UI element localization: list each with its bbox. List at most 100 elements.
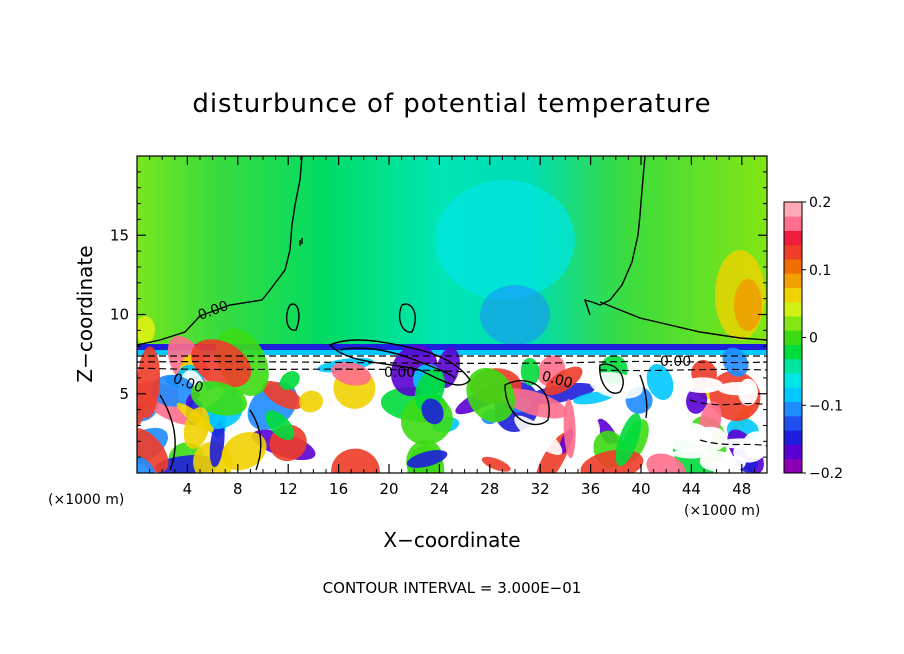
turbulence-blob bbox=[331, 361, 371, 386]
turbulence-blob bbox=[191, 339, 252, 388]
colorbar-swatch bbox=[784, 344, 802, 360]
colorbar-swatch bbox=[784, 330, 802, 346]
quiet-region bbox=[681, 377, 724, 394]
colorbar-tick-label: 0 bbox=[809, 331, 818, 347]
colorbar-swatch bbox=[784, 415, 802, 431]
colorbar-swatch bbox=[784, 287, 802, 303]
contour-line bbox=[398, 303, 416, 333]
colorbar-swatch bbox=[784, 273, 802, 288]
turbulence-blob bbox=[190, 381, 248, 416]
turbulence-blob bbox=[501, 388, 568, 419]
turbulence-blob bbox=[137, 455, 156, 473]
contour-line bbox=[639, 374, 648, 419]
x-tick-label: 20 bbox=[379, 480, 398, 498]
colorbar-swatch bbox=[784, 216, 802, 231]
quiet-region bbox=[672, 448, 711, 459]
colorbar-tick-label: 0.1 bbox=[809, 263, 831, 279]
tropopause-band-blue bbox=[137, 344, 767, 350]
x-tick-label: 4 bbox=[183, 480, 193, 498]
colorbar-swatch bbox=[784, 316, 802, 331]
plot-area bbox=[137, 156, 767, 473]
y-tick-label: 15 bbox=[110, 226, 129, 244]
contour-line bbox=[599, 301, 767, 341]
colorbar-swatch bbox=[784, 458, 802, 474]
turbulence-blob bbox=[615, 413, 642, 467]
y-tick-label: 5 bbox=[119, 385, 129, 403]
turbulence-blob bbox=[646, 364, 674, 400]
x-tick-label: 48 bbox=[732, 480, 751, 498]
yellow-anomaly-left bbox=[137, 316, 155, 344]
colorbar-swatch bbox=[784, 373, 802, 388]
turbulence-blob bbox=[209, 420, 225, 468]
turbulence-blob bbox=[414, 368, 445, 412]
contour-line bbox=[339, 347, 456, 379]
colorbar-swatch bbox=[784, 387, 802, 403]
contour-line bbox=[137, 156, 303, 346]
x-tick-label: 36 bbox=[581, 480, 600, 498]
turbulence-blob bbox=[137, 346, 161, 419]
turbulence-blob bbox=[265, 410, 295, 441]
turbulence-blob bbox=[466, 367, 516, 423]
x-tick-label: 28 bbox=[480, 480, 499, 498]
contour-label: 0.00 bbox=[384, 365, 415, 381]
contour-lines bbox=[137, 156, 767, 471]
y-axis-label: Z−coordinate bbox=[73, 245, 97, 382]
colorbar-swatch bbox=[784, 358, 802, 374]
contour-label: 0.00 bbox=[660, 354, 691, 370]
colorbar-swatch bbox=[784, 244, 802, 260]
contour-line-negative bbox=[689, 399, 767, 406]
turbulence-blob bbox=[279, 371, 300, 391]
x-axis: 4 8 12 16 20 24 28 32 36 40 44 48 bbox=[149, 156, 755, 498]
colorbar-swatch bbox=[784, 444, 802, 460]
contour-line-negative bbox=[137, 360, 767, 365]
colorbar: 0.2 0.1 0 −0.1 −0.2 bbox=[783, 195, 843, 482]
contour-line bbox=[299, 238, 303, 246]
turbulence-blob bbox=[514, 415, 563, 455]
quiet-region bbox=[717, 382, 758, 396]
turbulence-blob bbox=[563, 399, 576, 459]
turbulence-blob bbox=[544, 366, 583, 396]
turbulence-blob bbox=[221, 431, 267, 471]
cyan-anomaly bbox=[435, 180, 575, 300]
chart-title: disturbunce of potential temperature bbox=[192, 89, 711, 119]
x-tick-label: 12 bbox=[279, 480, 298, 498]
colorbar-swatch bbox=[784, 430, 802, 445]
y-tick-label: 10 bbox=[110, 306, 129, 324]
colorbar-tick-label: −0.1 bbox=[809, 398, 843, 414]
turbulence-blob bbox=[520, 357, 540, 386]
y-axis: 5 10 15 bbox=[110, 171, 767, 458]
blue-anomaly bbox=[480, 285, 550, 345]
colorbar-swatch bbox=[784, 301, 802, 317]
contour-line bbox=[328, 339, 471, 386]
x-axis-label: X−coordinate bbox=[383, 528, 520, 552]
x-unit-right: (×1000 m) bbox=[684, 503, 760, 519]
contour-line-negative bbox=[137, 367, 471, 373]
contour-line bbox=[583, 156, 646, 316]
contour-line bbox=[599, 363, 624, 394]
x-tick-label: 40 bbox=[631, 480, 650, 498]
turbulence-blob bbox=[183, 407, 210, 449]
x-tick-label: 8 bbox=[233, 480, 243, 498]
contour-line-negative bbox=[699, 439, 767, 447]
colorbar-swatch bbox=[784, 202, 802, 217]
colorbar-tick-label: −0.2 bbox=[809, 466, 843, 482]
quiet-region bbox=[687, 427, 708, 444]
colorbar-swatch bbox=[784, 259, 802, 274]
turbulence-field bbox=[137, 328, 767, 473]
x-tick-label: 16 bbox=[329, 480, 348, 498]
contour-line-negative bbox=[599, 368, 767, 372]
contour-label: 0.00 bbox=[540, 368, 574, 392]
turbulence-blob bbox=[298, 390, 324, 413]
x-unit-left: (×1000 m) bbox=[48, 492, 124, 508]
turbulence-blob bbox=[262, 380, 303, 410]
turbulence-blob bbox=[686, 387, 708, 414]
colorbar-tick-label: 0.2 bbox=[809, 195, 831, 211]
contour-line bbox=[504, 380, 550, 426]
turbulence-blob bbox=[406, 450, 448, 468]
quiet-region bbox=[733, 441, 765, 463]
x-tick-label: 44 bbox=[682, 480, 701, 498]
quiet-region bbox=[699, 450, 734, 472]
orange-anomaly bbox=[734, 279, 762, 331]
turbulence-blob bbox=[589, 371, 643, 399]
